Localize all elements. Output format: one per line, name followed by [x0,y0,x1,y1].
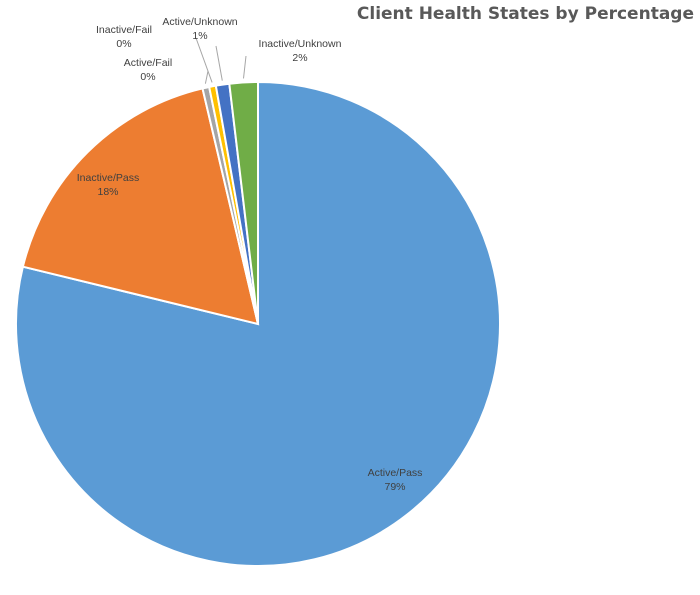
data-label-percent-active-unknown: 1% [192,30,207,42]
pie-slice-inactive-unknown [228,80,259,325]
data-label-name-active-unknown: Active/Unknown [162,16,237,28]
data-label-name-inactive-pass: Inactive/Pass [77,172,139,184]
data-label-percent-inactive-pass: 18% [97,186,118,198]
data-label-name-inactive-unknown: Inactive/Unknown [259,38,342,50]
data-label-percent-inactive-unknown: 2% [292,52,307,64]
leader-line-inactive-unknown [243,55,247,79]
data-label-percent-active-fail: 0% [140,71,155,83]
data-label-name-active-fail: Active/Fail [124,57,172,69]
leader-line-active-fail [204,70,209,84]
data-label-name-inactive-fail: Inactive/Fail [96,24,152,36]
data-label-name-active-pass: Active/Pass [368,467,423,479]
data-label-percent-active-pass: 79% [384,481,405,493]
leader-line-inactive-fail [195,37,213,83]
data-label-percent-inactive-fail: 0% [116,38,131,50]
chart-title: Client Health States by Percentage [356,4,694,24]
pie-slice-inactive-pass [21,87,260,326]
leader-line-active-unknown [215,45,223,81]
